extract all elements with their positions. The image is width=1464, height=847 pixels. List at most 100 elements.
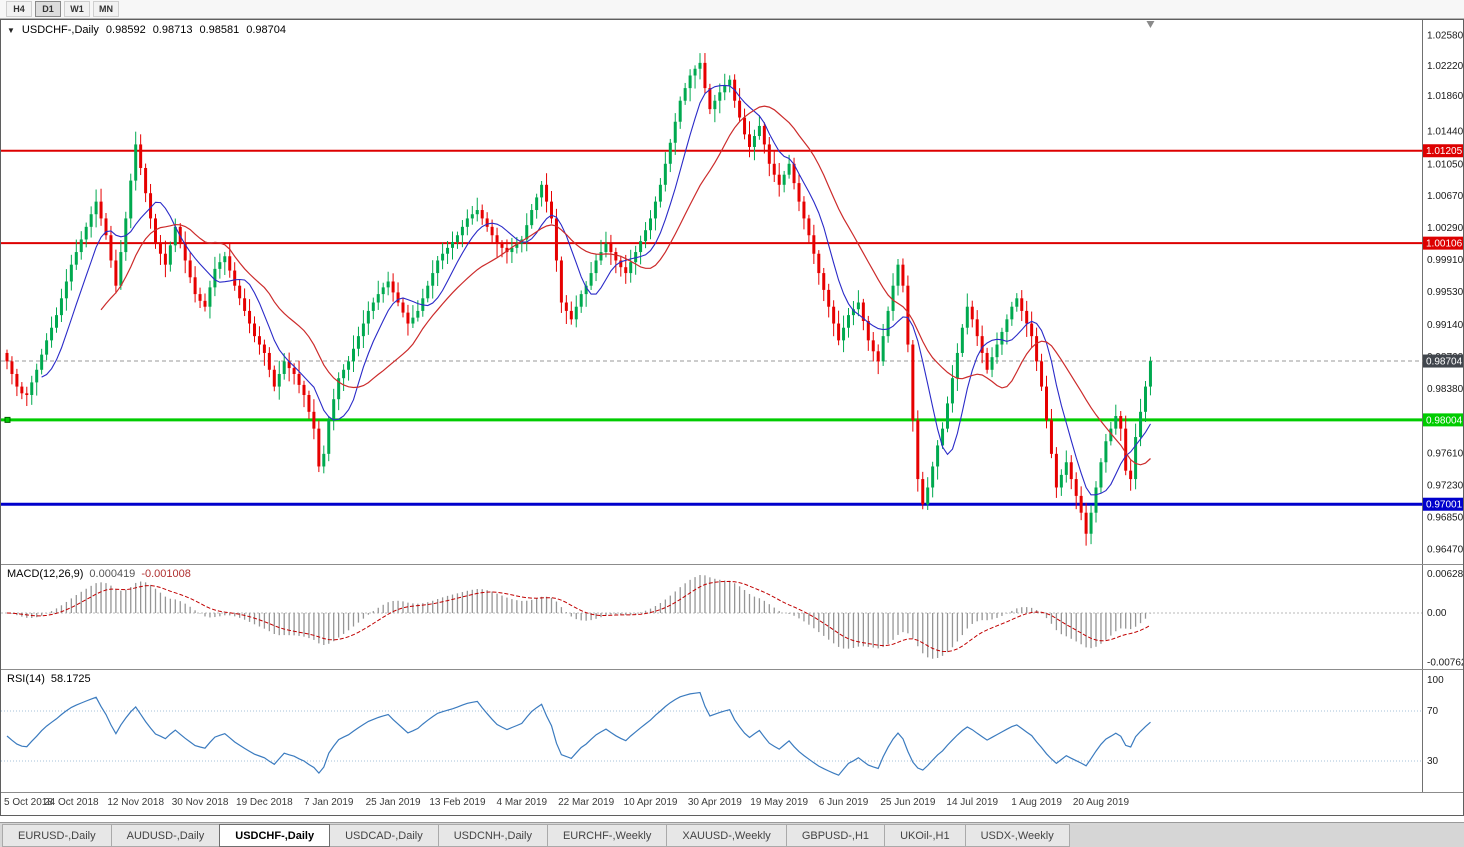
candle-body [69, 264, 73, 282]
candle-body [94, 201, 98, 215]
price-axis-tick: 1.00290 [1427, 223, 1463, 234]
chart-tab-gbpusdh1[interactable]: GBPUSD-,H1 [785, 824, 886, 847]
candle-body [134, 144, 138, 181]
candle-body [1094, 487, 1098, 513]
candle-body [455, 235, 459, 242]
candle-body [1005, 319, 1009, 332]
chart-tab-ukoilh1[interactable]: UKOil-,H1 [884, 824, 966, 847]
date-axis-label: 4 Mar 2019 [496, 797, 548, 808]
candle-body [287, 361, 291, 369]
candle-body [540, 184, 544, 198]
candle-body [446, 247, 450, 254]
candle-body [525, 225, 529, 240]
candle-body [253, 323, 256, 337]
candle-body [787, 163, 791, 175]
candle-body [713, 100, 717, 110]
chart-dropdown-icon[interactable]: ▼ [7, 25, 15, 35]
candle-body [347, 361, 351, 370]
chart-tab-eurusddaily[interactable]: EURUSD-,Daily [2, 824, 112, 847]
price-axis-tick: 0.98380 [1427, 384, 1463, 395]
candle-body [1099, 462, 1103, 488]
price-axis-tick: 0.96850 [1427, 512, 1463, 523]
price-axis-tick: 1.02220 [1427, 61, 1463, 72]
candle-body [1139, 411, 1143, 438]
candle-body [386, 281, 390, 288]
candle-body [480, 210, 484, 219]
candle-body [238, 285, 242, 299]
price-axis-tick: 1.01050 [1427, 159, 1463, 170]
chart-tab-eurchfweekly[interactable]: EURCHF-,Weekly [546, 824, 668, 847]
price-axis-tick: 1.00670 [1427, 191, 1463, 202]
price-chart-canvas[interactable]: 1.02580 1.02220 1.01860 1.01440 1.01050 1.006… [1, 20, 1463, 564]
hline-handle[interactable] [4, 416, 11, 423]
candle-body [292, 368, 296, 374]
candle-body [515, 243, 519, 248]
timeframe-button-h4[interactable]: H4 [6, 1, 32, 17]
candle-body [356, 336, 360, 349]
date-axis-label: 7 Jan 2019 [304, 797, 354, 808]
timeframe-button-mn[interactable]: MN [93, 1, 119, 17]
candle-body [634, 252, 638, 263]
candle-body [842, 327, 846, 341]
rsi-axis-tick: 70 [1427, 706, 1439, 717]
chart-tab-usdchfdaily[interactable]: USDCHF-,Daily [219, 824, 331, 847]
candle-body [342, 369, 346, 379]
candle-body [510, 247, 514, 253]
candle-body [307, 394, 311, 412]
candle-body [203, 300, 207, 307]
chart-shift-marker-icon[interactable] [1146, 21, 1155, 28]
price-axis-tick: 0.96470 [1427, 544, 1463, 555]
candle-body [272, 369, 276, 387]
candle-body [495, 235, 499, 244]
candle-body [891, 285, 895, 311]
rsi-panel-canvas[interactable]: 100 70 30 [1, 669, 1463, 792]
candle-body [50, 327, 54, 341]
candle-body [975, 319, 979, 337]
candle-body [1064, 462, 1068, 475]
candle-body [243, 298, 247, 311]
macd-panel-canvas[interactable]: 0.006286 0.00 -0.00762 [1, 564, 1463, 669]
candle-body [1074, 479, 1078, 496]
candle-body [381, 287, 385, 295]
candle-body [584, 285, 588, 295]
date-axis-label: 19 May 2019 [750, 797, 809, 808]
candle-body [772, 163, 776, 175]
chart-tab-audusddaily[interactable]: AUDUSD-,Daily [110, 824, 221, 847]
candle-body [946, 403, 949, 429]
timeframe-button-w1[interactable]: W1 [64, 1, 90, 17]
candle-body [411, 317, 415, 324]
candle-body [1104, 441, 1108, 463]
rsi-axis-tick: 100 [1427, 675, 1444, 686]
price-badge-text: 1.01205 [1426, 146, 1463, 157]
candle-body [1040, 361, 1044, 387]
macd-label: MACD(12,26,9) 0.000419 -0.001008 [7, 568, 191, 580]
candle-body [856, 302, 860, 310]
chart-tab-usdxweekly[interactable]: USDX-,Weekly [964, 824, 1070, 847]
candle-body [807, 218, 811, 236]
candle-body [1059, 474, 1063, 488]
candle-body [624, 267, 628, 274]
candle-body [1119, 416, 1123, 429]
candle-body [1020, 298, 1024, 311]
timeframe-button-d1[interactable]: D1 [35, 1, 61, 17]
candle-body [728, 79, 732, 86]
ma-slow-line [100, 105, 1151, 466]
candle-body [767, 144, 771, 164]
chart-tab-usdcnhdaily[interactable]: USDCNH-,Daily [437, 824, 548, 847]
candle-body [55, 315, 58, 328]
candle-body [1079, 495, 1083, 513]
candle-body [738, 100, 742, 118]
candle-body [129, 180, 133, 219]
candle-body [460, 226, 464, 236]
chart-tab-usdcaddaily[interactable]: USDCAD-,Daily [329, 824, 439, 847]
candle-body [752, 136, 756, 147]
candle-body [74, 252, 78, 265]
candle-body [658, 184, 662, 202]
candle-body [89, 214, 93, 227]
date-axis-label: 30 Apr 2019 [687, 797, 742, 808]
candle-body [931, 466, 935, 488]
candle-body [490, 226, 494, 236]
chart-tab-xauusdweekly[interactable]: XAUUSD-,Weekly [666, 824, 787, 847]
candle-body [1144, 386, 1147, 412]
candle-body [663, 163, 667, 185]
